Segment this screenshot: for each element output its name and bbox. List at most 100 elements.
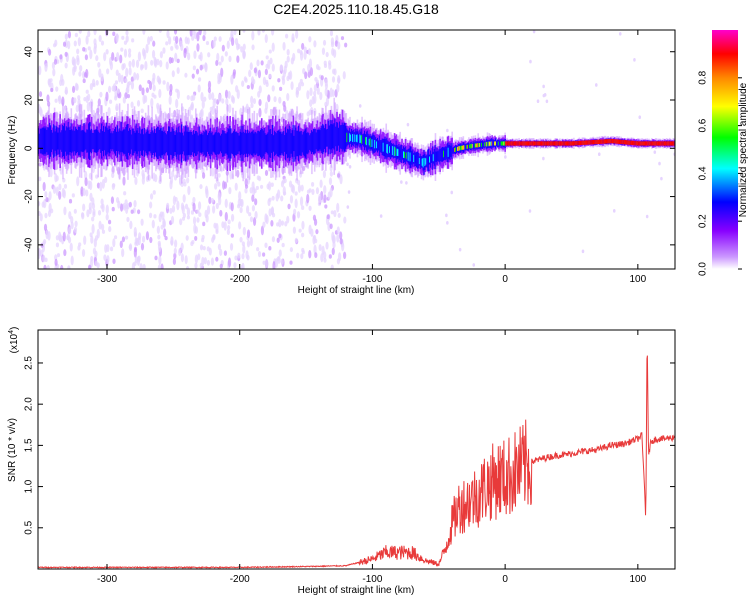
spectrogram-ridge-core [576, 140, 579, 146]
spectrogram-ridge-core [545, 141, 547, 146]
spectrogram-ridge-core [646, 141, 649, 146]
spectrogram-noise-blob [645, 214, 649, 219]
spectrogram-noise-blob [234, 255, 238, 261]
spectrogram-band-column [331, 119, 334, 154]
spectrogram-noise-blob [301, 42, 305, 50]
spectrogram-band-column [96, 126, 99, 156]
spectrogram-noise-blob [300, 82, 305, 87]
spectrogram-noise-blob [529, 59, 532, 64]
spectrogram-ridge-core [531, 141, 533, 146]
spectrogram-noise-blob [225, 98, 229, 106]
spectrogram-ridge-core [515, 141, 518, 146]
spectrogram-noise-blob [310, 182, 315, 187]
spectrogram-noise-blob [249, 62, 253, 71]
spectrogram-noise-blob [246, 205, 250, 214]
spectrogram-noise-blob [134, 176, 138, 186]
spectrogram-noise-blob [73, 226, 78, 233]
spectrogram-band-column [268, 125, 270, 162]
spectrogram-noise-blob [331, 89, 335, 97]
spectrogram-ridge-core [580, 140, 583, 146]
spectrogram-noise-blob [43, 264, 47, 269]
spectrogram-noise-blob [324, 204, 328, 209]
spectrogram-band-column [283, 130, 285, 156]
spectrogram-noise-blob [236, 55, 240, 63]
spectrogram-band-column [366, 130, 369, 153]
spectrogram-noise-blob [91, 216, 95, 222]
spectrogram-ridge-core [665, 141, 667, 146]
spectrogram-noise-blob [142, 263, 146, 269]
spectrogram-noise-blob [134, 241, 138, 246]
spectrogram-ridge-core [541, 141, 544, 146]
spectrogram-noise-blob [165, 41, 169, 46]
spectrogram-band-column [251, 131, 254, 156]
spectrogram-band-column [263, 127, 266, 159]
spectrogram-ridge-core [623, 139, 625, 145]
spectrogram-noise-blob [242, 226, 246, 236]
spectrogram-noise-blob [249, 236, 253, 247]
spectrogram-xlabel: Height of straight line (km) [298, 285, 415, 296]
spectrogram-noise-blob [301, 220, 305, 230]
spectrogram-noise-blob [199, 64, 203, 71]
spectrogram-band-column [338, 121, 341, 153]
spectrogram-noise-blob [320, 253, 324, 263]
spectrogram-noise-blob [112, 183, 116, 188]
spectrogram-band-column [450, 145, 453, 157]
spectrogram-band-column [173, 130, 176, 156]
spectrogram-noise-blob [170, 215, 175, 225]
spectrogram-noise-blob [336, 233, 340, 243]
spectrogram-band-column [162, 127, 165, 159]
spectrogram-ridge-core [614, 139, 617, 144]
spectrogram-ridge-core [610, 138, 612, 144]
spectrogram-noise-blob [113, 235, 118, 240]
spectrogram-band-column [110, 133, 113, 150]
spectrogram-band-column [289, 129, 292, 158]
spectrogram-noise-blob [241, 80, 245, 87]
spectrogram-noise-blob [87, 30, 91, 38]
spectrogram-noise-blob [133, 226, 137, 237]
spectrogram-noise-blob [44, 191, 48, 198]
spectrogram-noise-blob [48, 191, 52, 201]
spectrogram-ridge-core [639, 141, 641, 146]
spectrogram-noise-blob [207, 87, 212, 94]
spectrogram-noise-blob [104, 244, 108, 253]
spectrogram-noise-blob [618, 32, 622, 36]
spectrogram-noise-blob [49, 167, 53, 178]
spectrogram-ridge-core [568, 141, 571, 146]
spectrogram-band-column [72, 130, 74, 152]
spectrogram-ridge-core [607, 139, 610, 144]
spectrogram-noise-blob [107, 219, 112, 225]
spectrogram-noise-blob [44, 63, 48, 68]
spectrogram-band-column [60, 132, 62, 150]
spectrogram-ridge-core [516, 141, 519, 146]
spectrogram-noise-blob [135, 72, 140, 81]
spectrogram-noise-blob [92, 211, 96, 218]
spectrogram-noise-blob [264, 34, 268, 44]
spectrogram-ridge-core [629, 140, 632, 145]
spectrogram-noise-blob [180, 43, 184, 52]
spectrogram-noise-blob [151, 49, 156, 59]
spectrogram-noise-blob [298, 228, 302, 233]
spectrogram-ridge-core [619, 139, 622, 144]
spectrogram-noise-blob [129, 220, 133, 230]
spectrogram-ridge-core [625, 140, 627, 145]
spectrogram-ridge-core [571, 141, 573, 146]
spectrogram-xtick-label: -100 [362, 274, 382, 285]
spectrogram-noise-blob [279, 64, 283, 72]
spectrogram-band-column [97, 130, 100, 152]
spectrogram-band-column [408, 148, 411, 165]
spectrogram-ridge-core [539, 141, 542, 146]
spectrogram-ridge-core [520, 141, 522, 146]
spectrogram-ridge-core [522, 141, 525, 146]
spectrogram-band-column [121, 131, 124, 152]
spectrogram-noise-blob [133, 199, 137, 208]
spectrogram-ridge-core [670, 141, 673, 146]
spectrogram-noise-blob [300, 253, 304, 260]
spectrogram-band-column [221, 130, 224, 157]
spectrogram-ridge-core [582, 140, 584, 145]
spectrogram-ridge-core [606, 139, 609, 144]
snr-multiplier-base: (x10 [9, 333, 20, 353]
spectrogram-noise-blob [121, 236, 126, 243]
spectrogram-noise-blob [246, 254, 250, 261]
spectrogram-ridge-core [663, 141, 665, 146]
